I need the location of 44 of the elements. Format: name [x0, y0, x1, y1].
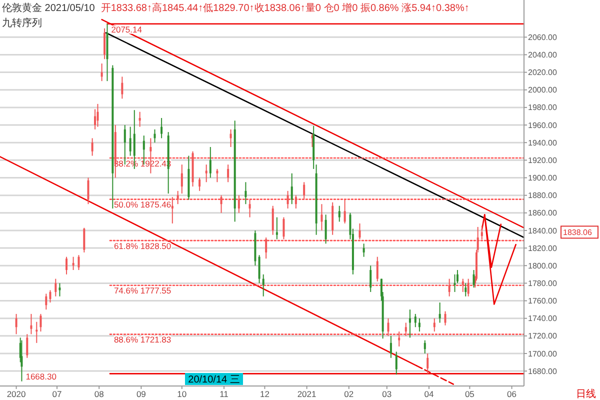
chart-title: 伦敦黄金 2021/05/10 [2, 2, 96, 14]
y-tick-label: 1940.00 [528, 138, 558, 148]
annotation: 74.6% 1777.55 [114, 286, 172, 296]
y-tick-label: 1740.00 [528, 314, 558, 324]
x-tick-label: 12 [260, 389, 270, 399]
x-tick-label: 04 [424, 389, 434, 399]
annotation: 50.0% 1875.46 [114, 200, 172, 210]
x-tick-label: 08 [94, 389, 104, 399]
y-tick-label: 1820.00 [528, 244, 558, 253]
y-tick-label: 1880.00 [528, 191, 558, 200]
annotation: 61.8% 1828.50 [114, 240, 172, 251]
x-tick-label: 10 [177, 389, 187, 399]
y-tick-label: 1680.00 [528, 366, 558, 376]
annotation: 1668.30 [26, 371, 57, 382]
x-tick-label: 09 [136, 389, 146, 399]
annotation: 九转序列 [2, 17, 42, 29]
x-tick-label: 2021 [297, 389, 317, 399]
y-tick-label: 1960.00 [528, 120, 558, 130]
x-tick-label: 07 [52, 389, 62, 399]
text: 日线 [576, 388, 596, 400]
x-tick-label: 11 [220, 389, 229, 399]
y-tick-label: 1780.00 [528, 278, 558, 288]
y-tick-label: 1760.00 [528, 296, 558, 306]
y-tick-label: 1720.00 [528, 332, 558, 341]
y-tick-label: 2020.00 [528, 68, 558, 78]
y-tick-label: 1800.00 [528, 261, 558, 270]
chart-subtitle: 开1833.68↑高1845.44↑低1829.70↑收1838.06↑量0 仓0 增0 振0.86% 涨5.94↑0.38%↑ [100, 2, 470, 14]
annotation: 20/10/14 三 [188, 374, 240, 386]
y-tick-label: 2000.00 [528, 86, 558, 95]
y-tick-label: 1920.00 [528, 156, 558, 165]
text: 1838.06 [563, 228, 592, 237]
y-tick-label: 1980.00 [528, 103, 558, 112]
y-tick-label: 2060.00 [528, 32, 558, 42]
y-tick-label: 1700.00 [528, 349, 558, 358]
y-tick-label: 1900.00 [528, 174, 558, 183]
x-tick-label: 2020 [6, 389, 26, 399]
x-tick-label: 05 [464, 389, 475, 399]
x-tick-label: 06 [507, 389, 517, 399]
y-tick-label: 1840.00 [528, 226, 558, 236]
annotation: 88.6% 1721.83 [114, 334, 172, 345]
x-tick-label: 03 [382, 389, 392, 399]
y-tick-label: 1860.00 [528, 208, 558, 218]
x-tick-label: 02 [344, 389, 354, 399]
y-tick-label: 2040.00 [528, 50, 558, 60]
